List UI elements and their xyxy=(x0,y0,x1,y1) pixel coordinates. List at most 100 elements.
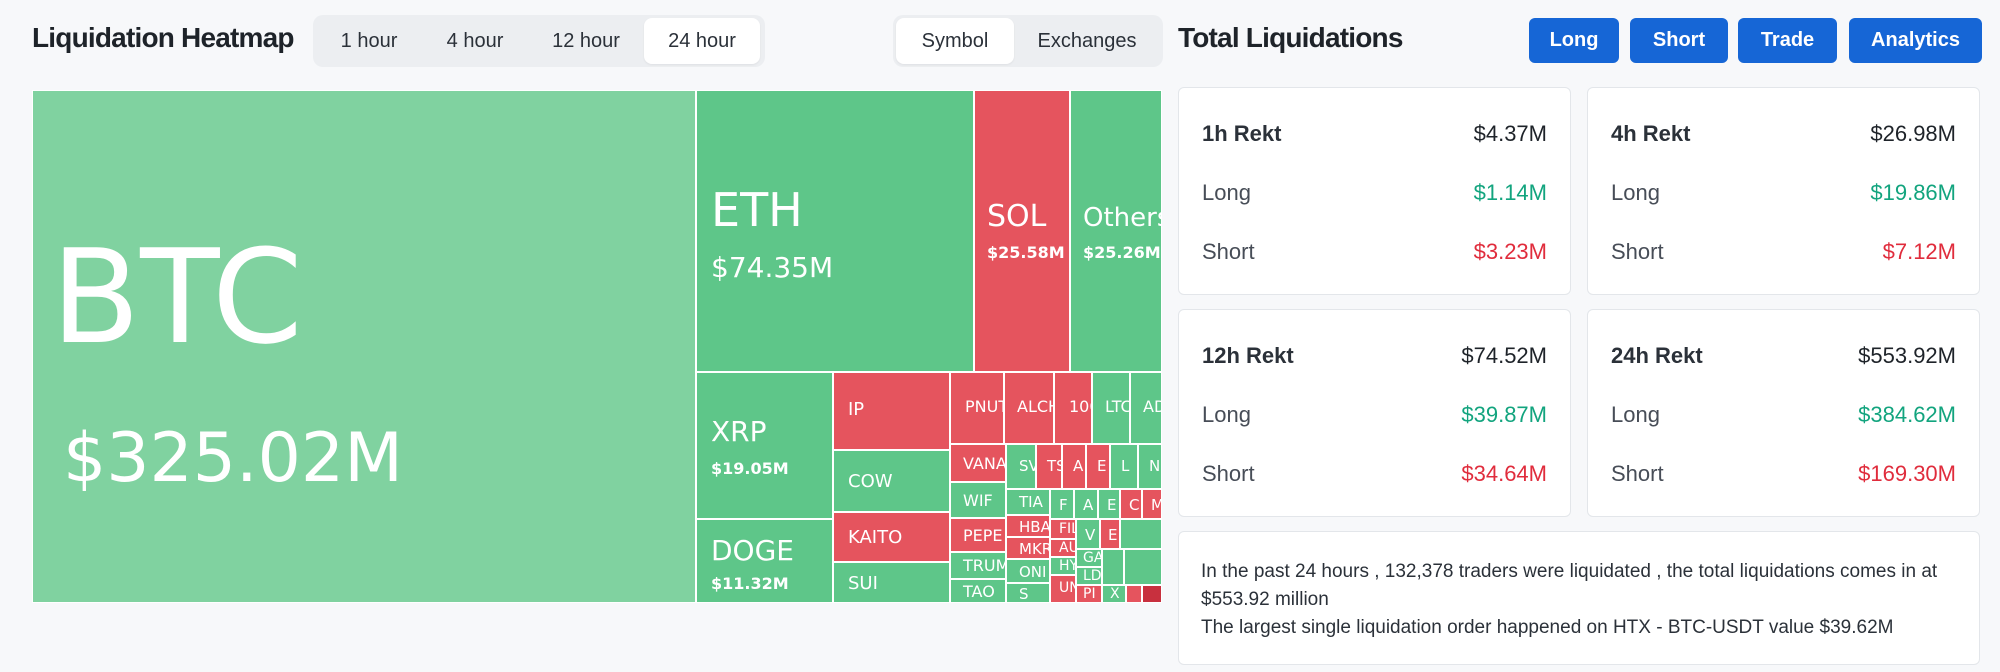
rekt-card-1h: 1h Rekt $4.37M Long $1.14M Short $3.23M xyxy=(1178,87,1571,295)
tile-misc-3[interactable] xyxy=(1124,549,1162,585)
tile-au[interactable]: AU xyxy=(1050,539,1076,557)
short-label: Short xyxy=(1611,461,1664,486)
tile-kaito[interactable]: KAITO xyxy=(833,512,950,562)
long-label: Long xyxy=(1202,180,1251,205)
tile-un[interactable]: UN xyxy=(1050,575,1076,603)
tile-symbol: GA xyxy=(1083,550,1102,566)
tab-symbol[interactable]: Symbol xyxy=(896,18,1014,64)
tile-symbol: LTC xyxy=(1105,397,1130,416)
tab-1-hour[interactable]: 1 hour xyxy=(340,29,398,52)
card-label: 4h Rekt xyxy=(1611,121,1691,146)
long-button[interactable]: Long xyxy=(1529,18,1619,63)
tile-symbol: DOGE xyxy=(711,534,794,567)
tile-xrp[interactable]: XRP $19.05M xyxy=(696,372,833,519)
tile-value: $19.05M xyxy=(711,459,789,478)
short-value: $169.30M xyxy=(1858,461,1956,486)
long-label: Long xyxy=(1611,180,1660,205)
tile-s[interactable]: S xyxy=(1006,583,1050,603)
card-total-value: $553.92M xyxy=(1858,343,1956,368)
card-label: 12h Rekt xyxy=(1202,343,1294,368)
tile-vana[interactable]: VANA xyxy=(950,444,1006,482)
rekt-card-4h: 4h Rekt $26.98M Long $19.86M Short $7.12… xyxy=(1587,87,1980,295)
tile-misc-1[interactable] xyxy=(1120,519,1162,549)
tile-x[interactable]: X xyxy=(1102,585,1126,603)
tile-pnut[interactable]: PNUT xyxy=(950,372,1004,444)
tile-wif[interactable]: WIF xyxy=(950,482,1006,518)
long-value: $19.86M xyxy=(1870,180,1956,205)
card-total-value: $4.37M xyxy=(1473,121,1547,146)
tile-symbol: MKR xyxy=(1019,540,1050,558)
tile-a2[interactable]: A xyxy=(1074,489,1098,519)
tile-tao[interactable]: TAO xyxy=(950,579,1006,603)
tile-l1[interactable]: L xyxy=(1110,444,1138,489)
tile-symbol: X xyxy=(1110,586,1120,602)
tile-symbol: Others xyxy=(1083,203,1162,233)
tile-value: $25.26M xyxy=(1083,243,1161,262)
tile-sv[interactable]: SV xyxy=(1006,444,1036,489)
tile-ga[interactable]: GA xyxy=(1076,549,1102,567)
tile-trump[interactable]: TRUM xyxy=(950,552,1006,579)
tile-ltc[interactable]: LTC xyxy=(1092,372,1130,444)
tile-ondo[interactable]: ONI xyxy=(1006,559,1050,583)
tile-ad[interactable]: AD xyxy=(1130,372,1162,444)
tile-pi[interactable]: PI xyxy=(1076,585,1102,603)
tile-ld[interactable]: LD xyxy=(1076,567,1102,585)
tile-hy[interactable]: HY xyxy=(1050,557,1076,575)
tile-misc-5[interactable] xyxy=(1126,585,1142,603)
tile-e2[interactable]: E xyxy=(1098,489,1120,519)
tile-pepe[interactable]: PEPE xyxy=(950,518,1006,552)
tile-e3[interactable]: E xyxy=(1100,519,1120,549)
tile-misc-4[interactable] xyxy=(1142,585,1162,603)
tile-symbol: PEPE xyxy=(963,526,1003,545)
tab-24-hour[interactable]: 24 hour xyxy=(644,18,760,64)
tile-e1[interactable]: E xyxy=(1086,444,1110,489)
tile-hba[interactable]: HBA xyxy=(1006,515,1050,537)
short-label: Short xyxy=(1611,239,1664,264)
tile-sui[interactable]: SUI xyxy=(833,562,950,603)
tile-misc-2[interactable] xyxy=(1102,549,1124,585)
card-short-row: Short $34.64M xyxy=(1202,459,1547,489)
card-total-row: 12h Rekt $74.52M xyxy=(1202,341,1547,371)
tile-symbol: LD xyxy=(1083,568,1102,584)
analytics-button[interactable]: Analytics xyxy=(1849,18,1982,63)
tile-eth[interactable]: ETH $74.35M xyxy=(696,90,974,372)
tile-alch[interactable]: ALCH xyxy=(1004,372,1054,444)
time-range-selector: 1 hour 4 hour 12 hour 24 hour xyxy=(313,15,765,67)
tile-value: $25.58M xyxy=(987,243,1065,262)
view-selector: Symbol Exchanges xyxy=(893,15,1163,67)
tile-n1[interactable]: N xyxy=(1138,444,1162,489)
tile-doge[interactable]: DOGE $11.32M xyxy=(696,519,833,603)
tile-mkr[interactable]: MKR xyxy=(1006,537,1050,559)
short-value: $34.64M xyxy=(1461,461,1547,486)
tab-4-hour[interactable]: 4 hour xyxy=(446,29,504,52)
tile-btc[interactable]: BTC $325.02M xyxy=(32,90,696,603)
trade-button[interactable]: Trade xyxy=(1738,18,1837,63)
short-label: Short xyxy=(1202,461,1255,486)
tile-symbol: S xyxy=(1019,585,1029,603)
tile-symbol: SUI xyxy=(848,573,878,594)
tile-symbol: PNUT xyxy=(965,397,1004,416)
tile-tia[interactable]: TIA xyxy=(1006,489,1050,515)
tile-symbol: KAITO xyxy=(848,527,903,548)
tile-symbol: HBA xyxy=(1019,518,1050,536)
tile-others[interactable]: Others $25.26M xyxy=(1070,90,1162,372)
tile-c1[interactable]: C xyxy=(1120,489,1142,519)
tile-cow[interactable]: COW xyxy=(833,450,950,512)
tile-ts[interactable]: TS xyxy=(1036,444,1062,489)
tile-m1[interactable]: M xyxy=(1142,489,1162,519)
tab-12-hour[interactable]: 12 hour xyxy=(552,29,620,52)
tab-exchanges[interactable]: Exchanges xyxy=(1037,29,1137,52)
summary-line-1: In the past 24 hours , 132,378 traders w… xyxy=(1201,561,1938,610)
tile-symbol: WIF xyxy=(963,491,993,510)
tile-a1[interactable]: A xyxy=(1062,444,1086,489)
card-short-row: Short $7.12M xyxy=(1611,237,1956,267)
tile-f1[interactable]: F xyxy=(1050,489,1074,519)
long-value: $1.14M xyxy=(1473,180,1547,205)
tile-ip[interactable]: IP xyxy=(833,372,950,450)
tile-fil[interactable]: FIL xyxy=(1050,519,1076,539)
card-long-row: Long $39.87M xyxy=(1202,400,1547,430)
short-button[interactable]: Short xyxy=(1630,18,1728,63)
tile-sol[interactable]: SOL $25.58M xyxy=(974,90,1070,372)
tile-v1[interactable]: V xyxy=(1076,519,1100,549)
tile-100[interactable]: 100 xyxy=(1054,372,1092,444)
